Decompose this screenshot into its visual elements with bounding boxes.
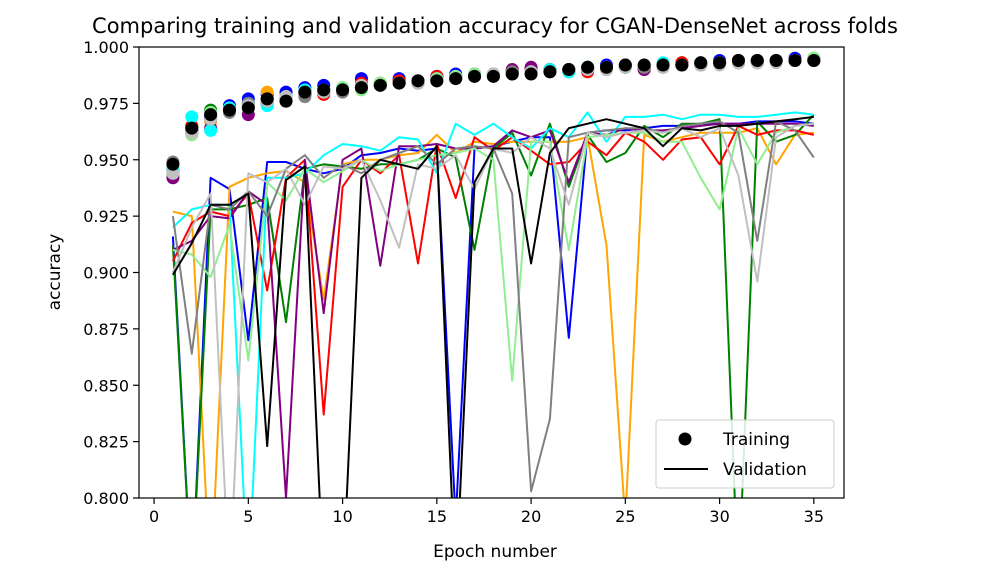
x-tick-label: 25 <box>615 507 635 526</box>
training-point-10 <box>317 83 331 97</box>
y-tick-label: 0.950 <box>83 151 129 170</box>
training-point-10 <box>505 67 519 81</box>
x-tick-label: 35 <box>804 507 824 526</box>
training-point-10 <box>788 54 802 68</box>
y-tick-label: 0.825 <box>83 433 129 452</box>
training-point-10 <box>298 85 312 99</box>
x-axis-label: Epoch number <box>433 542 557 562</box>
training-point-10 <box>618 58 632 72</box>
legend-box <box>655 419 835 489</box>
legend: Training Validation <box>655 419 835 489</box>
training-point-10 <box>468 69 482 83</box>
training-point-10 <box>260 92 274 106</box>
validation-line-2 <box>172 127 814 498</box>
training-point-10 <box>430 74 444 88</box>
training-point-10 <box>279 94 293 108</box>
chart-title: Comparing training and validation accura… <box>92 14 898 38</box>
training-point-10 <box>543 65 557 79</box>
legend-training-label: Training <box>722 430 790 450</box>
training-point-10 <box>694 56 708 70</box>
training-point-10 <box>392 76 406 90</box>
legend-validation-label: Validation <box>723 460 807 480</box>
training-point-10 <box>486 69 500 83</box>
y-tick-label: 0.800 <box>83 489 129 508</box>
validation-line-6 <box>172 111 814 498</box>
training-point-10 <box>562 63 576 77</box>
y-axis-label: accuracy <box>45 234 65 311</box>
y-tick-label: 0.975 <box>83 94 129 113</box>
training-point-6 <box>204 123 218 137</box>
training-point-10 <box>713 56 727 70</box>
training-point-10 <box>222 103 236 117</box>
x-tick-label: 30 <box>709 507 729 526</box>
training-point-10 <box>449 72 463 86</box>
training-points <box>166 51 821 185</box>
training-point-10 <box>185 121 199 135</box>
training-point-9 <box>166 166 180 180</box>
training-point-10 <box>354 81 368 95</box>
validation-lines <box>171 111 815 498</box>
y-tick-label: 0.875 <box>83 320 129 339</box>
validation-line-10 <box>172 115 814 498</box>
y-tick-label: 0.925 <box>83 207 129 226</box>
y-tick-label: 0.900 <box>83 264 129 283</box>
y-tick-label: 1.000 <box>83 38 129 57</box>
validation-line-5 <box>172 122 814 498</box>
training-point-10 <box>241 101 255 115</box>
training-point-10 <box>599 60 613 74</box>
y-tick-label: 0.850 <box>83 376 129 395</box>
training-point-10 <box>373 78 387 92</box>
x-axis: 0 5 10 15 20 25 30 35 <box>149 498 824 526</box>
x-tick-label: 20 <box>521 507 541 526</box>
training-point-10 <box>675 58 689 72</box>
training-point-10 <box>769 54 783 68</box>
training-point-10 <box>411 74 425 88</box>
training-point-10 <box>807 54 821 68</box>
training-point-10 <box>336 83 350 97</box>
training-point-10 <box>637 58 651 72</box>
plot-area <box>166 51 821 498</box>
training-point-10 <box>656 58 670 72</box>
training-point-10 <box>750 54 764 68</box>
training-point-10 <box>166 157 180 171</box>
legend-training-marker <box>678 432 692 446</box>
x-tick-label: 5 <box>243 507 253 526</box>
x-tick-label: 0 <box>149 507 159 526</box>
training-point-10 <box>524 67 538 81</box>
y-axis: 0.800 0.825 0.850 0.875 0.900 0.925 0.950 0.975… <box>83 38 139 508</box>
x-tick-label: 15 <box>427 507 447 526</box>
training-point-10 <box>581 60 595 74</box>
training-point-6 <box>185 110 199 124</box>
training-point-10 <box>204 108 218 122</box>
validation-line-7 <box>172 122 814 382</box>
x-tick-label: 10 <box>332 507 352 526</box>
training-point-10 <box>731 54 745 68</box>
